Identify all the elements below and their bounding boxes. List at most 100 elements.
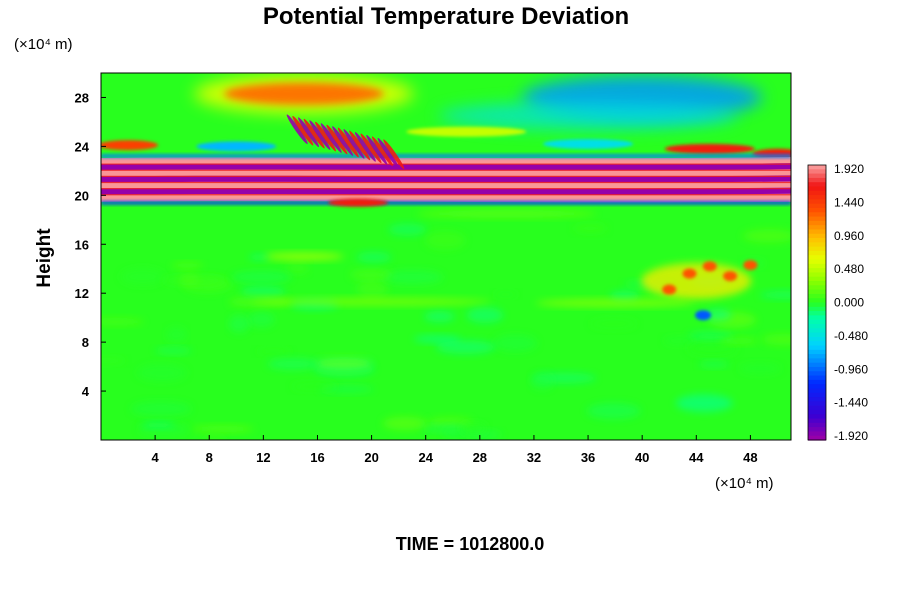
- colorbar-swatch: [808, 328, 826, 334]
- lower-right-warm-halo: [641, 262, 752, 299]
- field-speckle: [248, 253, 271, 261]
- lower-right-warm-patch: [682, 268, 697, 279]
- wave-stripe: [286, 114, 308, 145]
- field-speckle: [590, 318, 638, 330]
- colorbar-swatch: [808, 242, 826, 248]
- colorbar-swatch: [808, 358, 826, 364]
- colorbar-swatch: [808, 268, 826, 274]
- colorbar-swatch: [808, 259, 826, 265]
- colorbar-swatch: [808, 212, 826, 218]
- field-speckle: [356, 251, 392, 263]
- colorbar-swatch: [808, 285, 826, 291]
- colorbar-swatch: [808, 371, 826, 377]
- plot-frame: [100, 72, 792, 441]
- field-speckle: [388, 223, 427, 236]
- field-speckle: [191, 425, 254, 433]
- field-speckle: [759, 290, 791, 299]
- field-speckle: [424, 310, 455, 323]
- wave-stripe: [309, 120, 331, 150]
- field-speckle: [240, 286, 286, 298]
- upper-streak: [664, 143, 755, 154]
- lower-right-cool-spot: [695, 310, 712, 321]
- field-speckle: [435, 340, 496, 355]
- colorbar-swatch: [808, 289, 826, 295]
- wave-stripe: [315, 121, 337, 152]
- colorbar-swatch: [808, 306, 826, 312]
- field-speckle: [248, 311, 275, 328]
- x-tick-label: 20: [364, 450, 378, 465]
- x-tick-label: 24: [418, 450, 433, 465]
- field-speckle: [742, 229, 791, 243]
- field-speckle: [413, 335, 461, 343]
- colorbar-swatch: [808, 414, 826, 420]
- field-speckle: [493, 291, 518, 298]
- colorbar-swatch: [808, 323, 826, 329]
- wave-stripe: [337, 127, 359, 158]
- colorbar-swatch: [808, 379, 826, 385]
- field-speckle: [572, 223, 608, 234]
- mid-streak: [535, 298, 696, 307]
- field-speckle: [101, 317, 145, 326]
- field-speckle: [761, 333, 791, 346]
- field-speckle: [120, 268, 165, 286]
- x-axis: 4 8 12 16 20 24 28 32 36 40 44 48: [152, 435, 758, 465]
- x-tick-label: 16: [310, 450, 324, 465]
- field-speckle: [291, 382, 337, 391]
- wave-stripe: [383, 139, 405, 170]
- colorbar-swatch: [808, 384, 826, 390]
- field-speckle: [719, 337, 759, 345]
- colorbar-swatch: [808, 336, 826, 342]
- colorbar-swatch: [808, 173, 826, 179]
- y-unit-label: (×10⁴ m): [14, 36, 73, 53]
- y-tick-label: 4: [82, 384, 90, 399]
- colorbar-tick-label: 0.000: [834, 296, 864, 310]
- colorbar-swatch: [808, 207, 826, 213]
- colorbar-swatch: [808, 255, 826, 261]
- field-speckle: [315, 356, 372, 371]
- wave-stripe: [360, 133, 382, 164]
- field-speckle: [739, 362, 781, 375]
- chart-title: Potential Temperature Deviation: [263, 3, 629, 30]
- upper-streak: [543, 138, 634, 149]
- colorbar-swatch: [808, 349, 826, 355]
- colorbar-swatch: [808, 165, 826, 170]
- colorbar-tick-label: -1.440: [834, 396, 868, 410]
- time-footer: TIME = 1012800.0: [396, 534, 545, 554]
- y-tick-label: 28: [75, 90, 89, 105]
- y-axis-label: Height: [34, 228, 55, 288]
- field-speckle: [356, 280, 389, 298]
- field-speckle: [466, 307, 504, 324]
- colorbar-swatch: [808, 250, 826, 256]
- y-tick-label: 24: [75, 139, 90, 154]
- colorbar-tick-label: 0.960: [834, 229, 864, 243]
- field-speckle: [202, 434, 227, 440]
- colorbar-swatch: [808, 422, 826, 428]
- colorbar-swatch: [808, 392, 826, 398]
- field-speckle: [382, 270, 443, 285]
- colorbar-swatch: [808, 272, 826, 278]
- colorbar-swatch: [808, 281, 826, 286]
- field-speckle: [166, 327, 187, 343]
- lower-right-warm-patch: [723, 271, 738, 282]
- colorbar-tick-label: -1.920: [834, 429, 868, 443]
- field-speckle: [141, 421, 175, 429]
- upper-streak: [406, 126, 527, 137]
- field-speckle: [171, 262, 204, 269]
- wave-stripe: [298, 117, 320, 148]
- x-tick-label: 36: [581, 450, 595, 465]
- band-stripe: [101, 193, 791, 203]
- wave-stripe: [349, 130, 371, 161]
- field-speckle: [704, 308, 732, 321]
- field-speckle: [285, 261, 309, 274]
- wave-stripe: [320, 123, 342, 153]
- colorbar-swatch: [808, 319, 826, 325]
- field-speckle: [350, 269, 393, 281]
- wave-stripe: [377, 137, 399, 168]
- colorbar-swatch: [808, 397, 826, 402]
- colorbar-frame: [807, 164, 827, 441]
- x-tick-label: 32: [527, 450, 541, 465]
- colorbar-swatch: [808, 293, 826, 299]
- upper-streak: [101, 140, 159, 151]
- band-fringe-top: [101, 154, 791, 159]
